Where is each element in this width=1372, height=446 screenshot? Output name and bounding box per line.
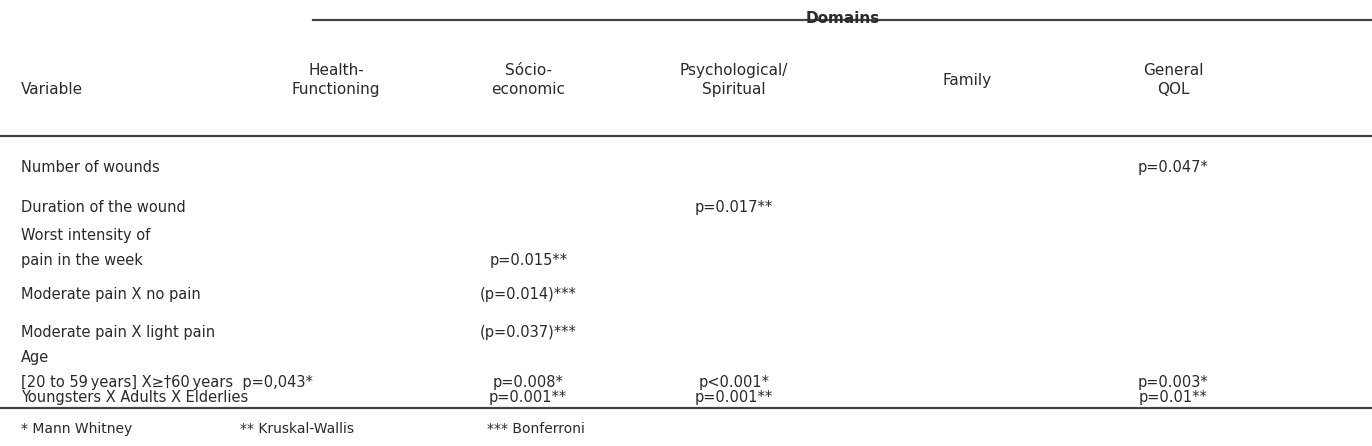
Text: p=0.017**: p=0.017**: [694, 200, 774, 215]
Text: p=0.047*: p=0.047*: [1137, 160, 1209, 175]
Text: Duration of the wound: Duration of the wound: [21, 200, 185, 215]
Text: Worst intensity of: Worst intensity of: [21, 227, 150, 243]
Text: Youngsters X Adults X Elderlies: Youngsters X Adults X Elderlies: [21, 390, 248, 405]
Text: (p=0.014)***: (p=0.014)***: [480, 287, 576, 302]
Text: p=0.015**: p=0.015**: [490, 252, 567, 268]
Text: (p=0.037)***: (p=0.037)***: [480, 325, 576, 340]
Text: Psychological/
Spiritual: Psychological/ Spiritual: [681, 63, 788, 97]
Text: p=0.001**: p=0.001**: [488, 390, 568, 405]
Text: Moderate pain X light pain: Moderate pain X light pain: [21, 325, 214, 340]
Text: Family: Family: [943, 73, 992, 88]
Text: General
QOL: General QOL: [1143, 63, 1203, 97]
Text: p=0.008*: p=0.008*: [493, 375, 564, 390]
Text: * Mann Whitney: * Mann Whitney: [21, 422, 132, 436]
Text: p=0.01**: p=0.01**: [1139, 390, 1207, 405]
Text: Age: Age: [21, 350, 49, 365]
Text: p<0.001*: p<0.001*: [698, 375, 770, 390]
Text: Number of wounds: Number of wounds: [21, 160, 159, 175]
Text: pain in the week: pain in the week: [21, 252, 143, 268]
Text: [20 to 59 years] X≥†60 years  p=0,043*: [20 to 59 years] X≥†60 years p=0,043*: [21, 375, 313, 390]
Text: p=0.003*: p=0.003*: [1137, 375, 1209, 390]
Text: Variable: Variable: [21, 82, 82, 97]
Text: ** Kruskal-Wallis: ** Kruskal-Wallis: [240, 422, 354, 436]
Text: Health-
Functioning: Health- Functioning: [292, 63, 380, 97]
Text: p=0.001**: p=0.001**: [694, 390, 774, 405]
Text: *** Bonferroni: *** Bonferroni: [487, 422, 584, 436]
Text: Domains: Domains: [805, 11, 879, 26]
Text: Sócio-
economic: Sócio- economic: [491, 63, 565, 97]
Text: Moderate pain X no pain: Moderate pain X no pain: [21, 287, 200, 302]
